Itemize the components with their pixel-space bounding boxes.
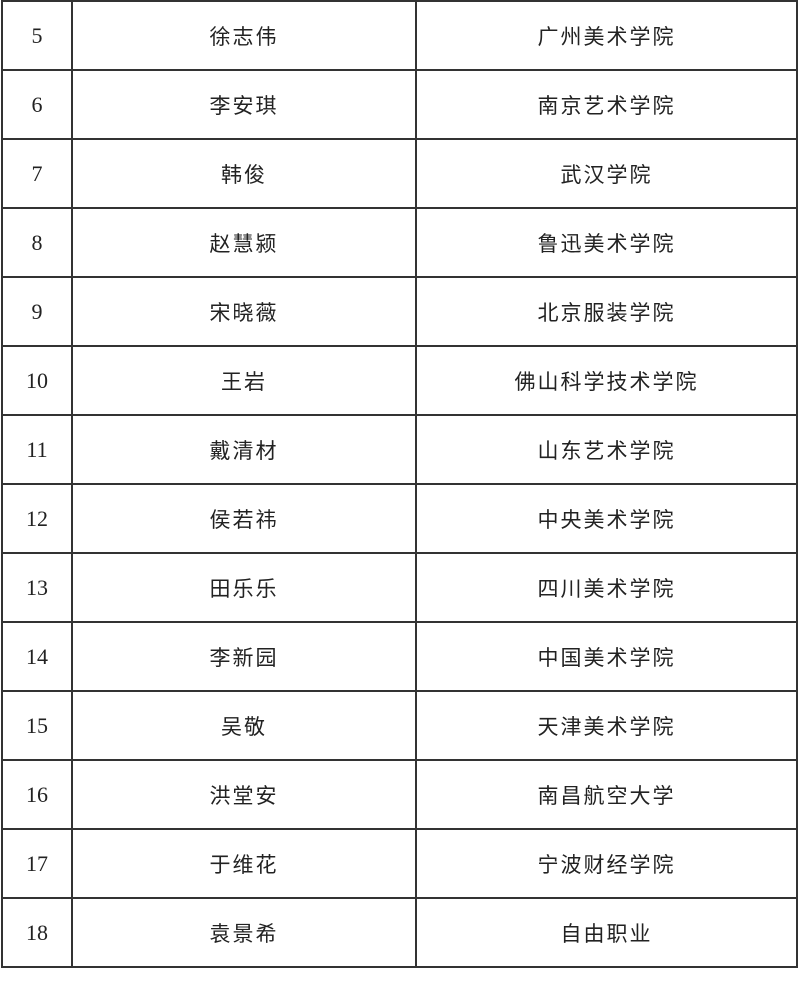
table-row: 14 李新园 中国美术学院: [1, 621, 798, 692]
name-cell: 徐志伟: [71, 0, 417, 71]
name-cell: 宋晓薇: [71, 276, 417, 347]
organization-cell: 南昌航空大学: [415, 759, 798, 830]
table-row: 16 洪堂安 南昌航空大学: [1, 759, 798, 830]
row-number-cell: 9: [1, 276, 73, 347]
table-row: 6 李安琪 南京艺术学院: [1, 69, 798, 140]
row-number-cell: 6: [1, 69, 73, 140]
name-cell: 王岩: [71, 345, 417, 416]
name-cell: 韩俊: [71, 138, 417, 209]
row-number-cell: 8: [1, 207, 73, 278]
name-cell: 袁景希: [71, 897, 417, 968]
table-row: 10 王岩 佛山科学技术学院: [1, 345, 798, 416]
name-cell: 田乐乐: [71, 552, 417, 623]
name-cell: 于维花: [71, 828, 417, 899]
table-row: 11 戴清材 山东艺术学院: [1, 414, 798, 485]
organization-cell: 自由职业: [415, 897, 798, 968]
table-row: 12 侯若祎 中央美术学院: [1, 483, 798, 554]
row-number-cell: 5: [1, 0, 73, 71]
table-row: 5 徐志伟 广州美术学院: [1, 0, 798, 71]
row-number-cell: 18: [1, 897, 73, 968]
table-row: 8 赵慧颍 鲁迅美术学院: [1, 207, 798, 278]
table-row: 9 宋晓薇 北京服装学院: [1, 276, 798, 347]
organization-cell: 山东艺术学院: [415, 414, 798, 485]
row-number-cell: 14: [1, 621, 73, 692]
table-row: 13 田乐乐 四川美术学院: [1, 552, 798, 623]
name-cell: 戴清材: [71, 414, 417, 485]
name-cell: 吴敬: [71, 690, 417, 761]
name-cell: 赵慧颍: [71, 207, 417, 278]
organization-cell: 四川美术学院: [415, 552, 798, 623]
row-number-cell: 16: [1, 759, 73, 830]
organization-cell: 中国美术学院: [415, 621, 798, 692]
roster-table-body: 5 徐志伟 广州美术学院 6 李安琪 南京艺术学院 7 韩俊 武汉学院 8 赵慧颍 鲁迅美术学院 9 宋晓…: [1, 0, 798, 968]
row-number-cell: 17: [1, 828, 73, 899]
organization-cell: 南京艺术学院: [415, 69, 798, 140]
row-number-cell: 7: [1, 138, 73, 209]
row-number-cell: 12: [1, 483, 73, 554]
organization-cell: 中央美术学院: [415, 483, 798, 554]
name-cell: 洪堂安: [71, 759, 417, 830]
row-number-cell: 10: [1, 345, 73, 416]
organization-cell: 宁波财经学院: [415, 828, 798, 899]
roster-table: 5 徐志伟 广州美术学院 6 李安琪 南京艺术学院 7 韩俊 武汉学院 8 赵慧颍 鲁迅美术学院 9 宋晓…: [1, 0, 798, 968]
row-number-cell: 15: [1, 690, 73, 761]
organization-cell: 鲁迅美术学院: [415, 207, 798, 278]
name-cell: 侯若祎: [71, 483, 417, 554]
name-cell: 李新园: [71, 621, 417, 692]
table-row: 7 韩俊 武汉学院: [1, 138, 798, 209]
table-row: 15 吴敬 天津美术学院: [1, 690, 798, 761]
table-row: 18 袁景希 自由职业: [1, 897, 798, 968]
organization-cell: 武汉学院: [415, 138, 798, 209]
organization-cell: 北京服装学院: [415, 276, 798, 347]
name-cell: 李安琪: [71, 69, 417, 140]
row-number-cell: 13: [1, 552, 73, 623]
row-number-cell: 11: [1, 414, 73, 485]
organization-cell: 天津美术学院: [415, 690, 798, 761]
organization-cell: 广州美术学院: [415, 0, 798, 71]
organization-cell: 佛山科学技术学院: [415, 345, 798, 416]
table-row: 17 于维花 宁波财经学院: [1, 828, 798, 899]
